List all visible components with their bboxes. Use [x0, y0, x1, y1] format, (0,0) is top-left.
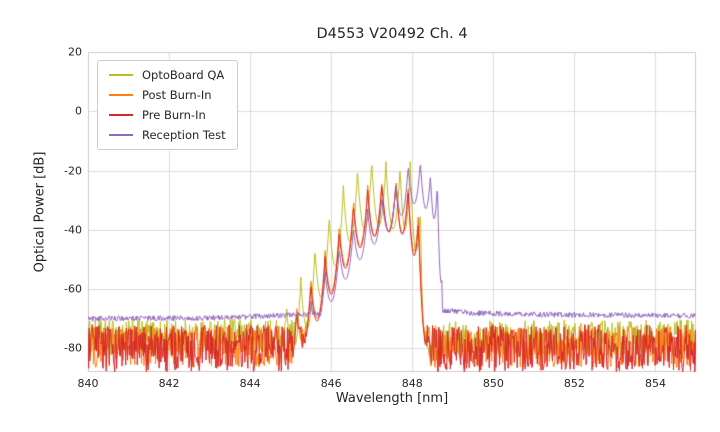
legend-item-optoboard-qa: OptoBoard QA: [109, 68, 226, 82]
y-tick-label: -40: [64, 223, 82, 237]
legend: OptoBoard QA Post Burn-In Pre Burn-In Re…: [97, 60, 238, 150]
y-tick-label: 0: [75, 104, 82, 118]
legend-label: Reception Test: [142, 128, 226, 142]
x-tick-label: 848: [401, 377, 423, 390]
y-tick-label: 20: [68, 45, 82, 59]
legend-label: Pre Burn-In: [142, 108, 206, 122]
legend-item-post-burn-in: Post Burn-In: [109, 88, 226, 102]
legend-line-swatch: [109, 94, 133, 96]
y-axis-label: Optical Power [dB]: [32, 151, 48, 273]
y-tick-label: -60: [64, 282, 82, 296]
chart-title: D4553 V20492 Ch. 4: [316, 26, 468, 42]
x-tick-label: 846: [320, 377, 342, 390]
y-tick-label: -20: [64, 164, 82, 178]
legend-line-swatch: [109, 74, 133, 76]
legend-label: OptoBoard QA: [142, 68, 225, 82]
x-tick-label: 844: [239, 377, 261, 390]
x-tick-label: 842: [158, 377, 180, 390]
x-tick-label: 852: [563, 377, 585, 390]
x-tick-label: 854: [644, 377, 666, 390]
legend-item-pre-burn-in: Pre Burn-In: [109, 108, 226, 122]
x-tick-label: 840: [77, 377, 99, 390]
x-tick-label: 850: [482, 377, 504, 390]
y-tick-label: -80: [64, 341, 82, 355]
legend-line-swatch: [109, 114, 133, 116]
legend-item-reception-test: Reception Test: [109, 128, 226, 142]
legend-label: Post Burn-In: [142, 88, 212, 102]
x-axis-label: Wavelength [nm]: [335, 391, 449, 406]
legend-line-swatch: [109, 134, 133, 136]
